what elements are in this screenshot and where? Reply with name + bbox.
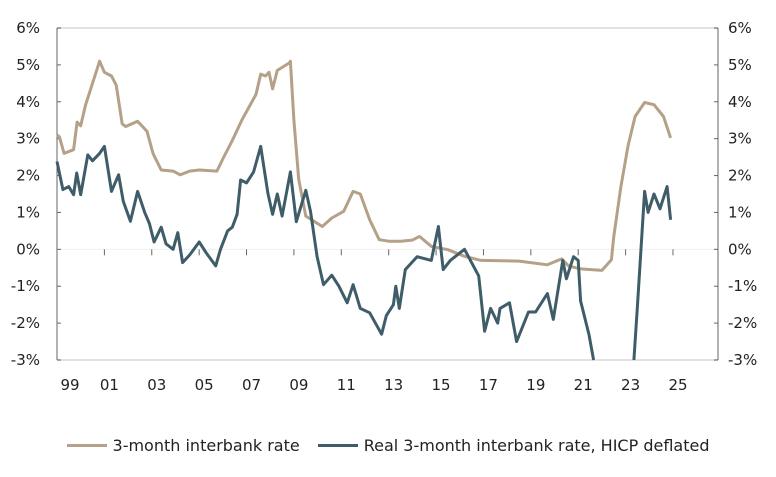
y-tick-label-right: 4% bbox=[728, 93, 752, 111]
x-tick-label: 15 bbox=[432, 376, 451, 394]
y-tick-label-right: 5% bbox=[728, 56, 752, 74]
y-tick-label-left: -1% bbox=[11, 277, 40, 295]
y-tick-label-right: 2% bbox=[728, 167, 752, 185]
legend-swatch-nominal bbox=[66, 444, 107, 447]
y-tick-label-right: 1% bbox=[728, 203, 752, 221]
y-tick-label-left: -2% bbox=[11, 314, 40, 332]
x-tick-label: 13 bbox=[384, 376, 403, 394]
x-tick-label: 05 bbox=[195, 376, 214, 394]
x-tick-label: 25 bbox=[668, 376, 687, 394]
legend-label-nominal: 3-month interbank rate bbox=[112, 436, 300, 455]
y-tick-label-left: 2% bbox=[16, 167, 40, 185]
series-line-nominal-rate bbox=[56, 59, 673, 272]
series-line-real-rate bbox=[55, 144, 596, 361]
legend-item-real: Real 3-month interbank rate, HICP deflat… bbox=[317, 436, 710, 455]
y-tick-label-left: 3% bbox=[16, 130, 40, 148]
legend-label-real: Real 3-month interbank rate, HICP deflat… bbox=[363, 436, 710, 455]
y-tick-label-right: -2% bbox=[728, 314, 757, 332]
axes: -3% -3% -2% -2% -1% -1% 0% 0% 1% 1% 2% 2% 3% 3% 4% 4% 5%… bbox=[11, 19, 757, 394]
x-tick-label: 09 bbox=[289, 376, 308, 394]
legend-swatch-real bbox=[317, 444, 358, 447]
y-tick-label-right: 0% bbox=[728, 240, 752, 258]
legend: 3-month interbank rate Real 3-month inte… bbox=[0, 436, 776, 455]
x-tick-label: 07 bbox=[242, 376, 261, 394]
line-chart: -3% -3% -2% -2% -1% -1% 0% 0% 1% 1% 2% 2% 3% 3% 4% 4% 5%… bbox=[11, 19, 757, 394]
x-tick-label: 01 bbox=[100, 376, 119, 394]
y-tick-label-left: -3% bbox=[11, 351, 40, 369]
series-line-real-rate bbox=[632, 185, 673, 361]
y-tick-label-right: -3% bbox=[728, 351, 757, 369]
x-tick-label: 03 bbox=[147, 376, 166, 394]
y-tick-label-left: 0% bbox=[16, 240, 40, 258]
y-tick-label-right: -1% bbox=[728, 277, 757, 295]
y-tick-label-right: 6% bbox=[728, 19, 752, 37]
y-tick-label-left: 1% bbox=[16, 203, 40, 221]
series-group bbox=[55, 59, 673, 361]
legend-item-nominal: 3-month interbank rate bbox=[66, 436, 300, 455]
y-tick-label-left: 4% bbox=[16, 93, 40, 111]
y-tick-label-right: 3% bbox=[728, 130, 752, 148]
x-tick-label: 11 bbox=[337, 376, 356, 394]
y-tick-label-left: 6% bbox=[16, 19, 40, 37]
x-tick-label: 19 bbox=[526, 376, 545, 394]
x-tick-label: 21 bbox=[574, 376, 593, 394]
x-tick-label: 23 bbox=[621, 376, 640, 394]
x-tick-label: 17 bbox=[479, 376, 498, 394]
y-tick-label-left: 5% bbox=[16, 56, 40, 74]
x-tick-label: 99 bbox=[60, 376, 79, 394]
